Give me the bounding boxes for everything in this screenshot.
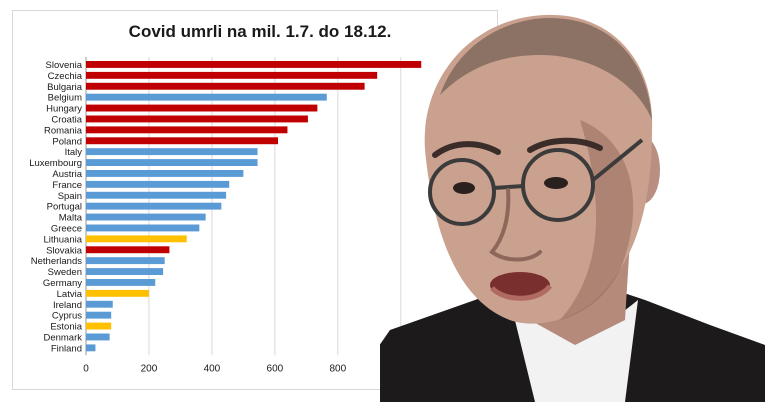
bar-belgium bbox=[86, 93, 327, 101]
bar-netherlands bbox=[86, 257, 165, 265]
lower-lip bbox=[490, 284, 552, 301]
left-eyebrow bbox=[432, 141, 501, 158]
category-label: Croatia bbox=[51, 114, 82, 125]
bar-poland bbox=[86, 137, 279, 145]
category-label: Netherlands bbox=[31, 256, 82, 267]
chart-panel: Covid umrli na mil. 1.7. do 18.12. Slove… bbox=[12, 10, 498, 390]
bar-luxembourg bbox=[86, 159, 258, 166]
x-tick-label: 800 bbox=[329, 363, 346, 374]
bar-layer bbox=[86, 61, 422, 352]
bar-chart: SloveniaCzechiaBulgariaBelgiumHungaryCro… bbox=[29, 57, 422, 374]
left-eye bbox=[453, 182, 475, 194]
scalp-shading bbox=[440, 18, 652, 120]
bar-finland bbox=[86, 344, 96, 352]
category-label: Romania bbox=[44, 125, 83, 136]
bar-cyprus bbox=[86, 311, 112, 319]
bar-hungary bbox=[86, 104, 318, 112]
category-label: Italy bbox=[65, 147, 83, 158]
bar-latvia bbox=[86, 289, 149, 297]
bar-slovakia bbox=[86, 246, 170, 254]
bar-lithuania bbox=[86, 235, 187, 243]
bar-ireland bbox=[86, 300, 113, 308]
bar-germany bbox=[86, 279, 156, 286]
category-label: Germany bbox=[43, 278, 82, 289]
category-label: Hungary bbox=[46, 104, 82, 115]
bar-greece bbox=[86, 224, 200, 232]
right-eyebrow bbox=[527, 137, 603, 153]
category-label: Latvia bbox=[57, 289, 83, 300]
bar-czechia bbox=[86, 71, 378, 79]
bar-malta bbox=[86, 213, 206, 221]
category-label: Poland bbox=[52, 136, 82, 147]
bar-croatia bbox=[86, 115, 308, 123]
bar-slovenia bbox=[86, 61, 422, 68]
category-label: Denmark bbox=[43, 332, 82, 343]
glasses-icon bbox=[428, 138, 644, 226]
bar-spain bbox=[86, 191, 227, 199]
chart-title: Covid umrli na mil. 1.7. do 18.12. bbox=[128, 22, 392, 41]
x-tick-label: 400 bbox=[204, 363, 221, 374]
x-tick-label: 200 bbox=[141, 363, 158, 374]
category-label: Czechia bbox=[48, 71, 83, 82]
right-eye bbox=[544, 177, 568, 189]
bar-bulgaria bbox=[86, 82, 365, 90]
category-label: Luxembourg bbox=[29, 158, 82, 169]
category-label: Lithuania bbox=[43, 234, 82, 245]
bar-portugal bbox=[86, 202, 222, 210]
category-label: Finland bbox=[51, 343, 82, 354]
x-tick-label: 600 bbox=[267, 363, 284, 374]
category-label: Belgium bbox=[48, 93, 82, 104]
bar-estonia bbox=[86, 322, 112, 330]
category-label: Portugal bbox=[47, 202, 82, 213]
category-label: Sweden bbox=[48, 267, 82, 278]
category-label: Bulgaria bbox=[47, 82, 83, 93]
category-labels: SloveniaCzechiaBulgariaBelgiumHungaryCro… bbox=[29, 60, 83, 354]
category-label: Malta bbox=[59, 213, 83, 224]
bar-romania bbox=[86, 126, 288, 134]
bar-sweden bbox=[86, 268, 164, 275]
category-label: France bbox=[52, 180, 82, 191]
portrait-photo bbox=[380, 0, 765, 402]
category-label: Greece bbox=[51, 223, 82, 234]
bar-denmark bbox=[86, 333, 110, 341]
x-tick-label: 0 bbox=[83, 363, 89, 374]
category-label: Ireland bbox=[53, 300, 82, 311]
bar-austria bbox=[86, 170, 244, 177]
mouth-shape bbox=[490, 272, 550, 298]
face-shadow bbox=[560, 120, 634, 320]
category-label: Austria bbox=[52, 169, 82, 180]
category-label: Spain bbox=[58, 191, 82, 202]
nose-shape bbox=[489, 188, 542, 262]
category-label: Slovakia bbox=[46, 245, 83, 256]
category-label: Cyprus bbox=[52, 311, 82, 322]
bar-italy bbox=[86, 148, 258, 156]
category-label: Estonia bbox=[50, 322, 82, 333]
x-tick-labels: 02004006008001000 bbox=[83, 363, 412, 374]
category-label: Slovenia bbox=[46, 60, 83, 71]
bar-france bbox=[86, 180, 230, 188]
